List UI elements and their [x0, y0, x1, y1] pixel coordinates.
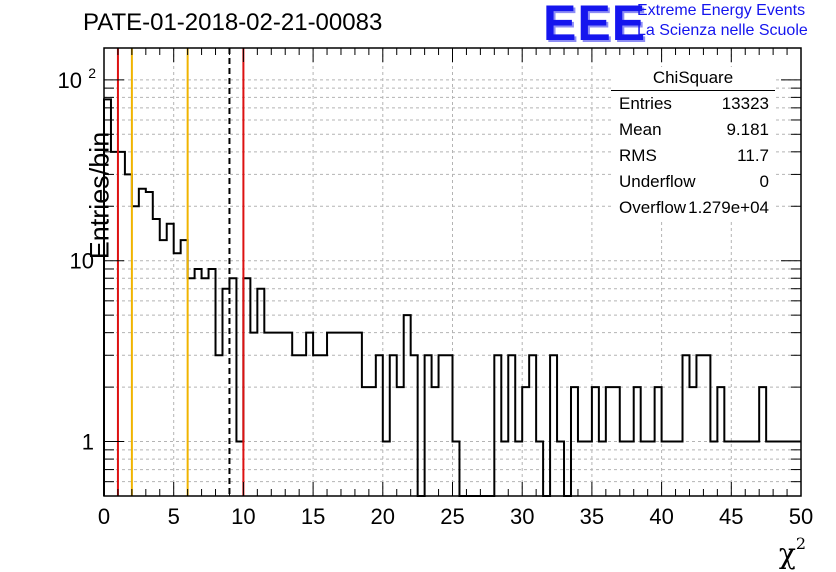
stats-value: 9.181	[726, 120, 769, 139]
stats-title: ChiSquare	[611, 67, 775, 91]
stats-key: Overflow	[619, 198, 687, 217]
stats-key: RMS	[619, 146, 657, 165]
x-tick-label: 10	[231, 504, 255, 529]
x-axis-label: χ2	[779, 534, 806, 570]
x-tick-label: 20	[371, 504, 395, 529]
reference-lines	[116, 48, 245, 496]
axis-ticks	[103, 48, 802, 497]
stats-value: 1.279e+04	[688, 198, 769, 217]
stats-row-underflow: Underflow 0	[611, 169, 775, 195]
stats-row-mean: Mean 9.181	[611, 117, 775, 143]
tick-labels: 0 5 10 15 20 25 30 35 40 45 50 1 10 10 2	[58, 65, 814, 529]
x-tick-label: 35	[580, 504, 604, 529]
stats-key: Underflow	[619, 172, 696, 191]
stats-row-entries: Entries 13323	[611, 91, 775, 117]
x-tick-label: 40	[649, 504, 673, 529]
x-tick-label: 5	[168, 504, 180, 529]
stats-value: 0	[759, 172, 769, 191]
stats-row-rms: RMS 11.7	[611, 143, 775, 169]
x-axis-label-base: χ	[778, 537, 796, 570]
stats-value: 11.7	[737, 146, 769, 165]
y-tick-label: 10	[70, 249, 94, 274]
eee-logo: EEE	[543, 0, 647, 51]
chart-title: PATE-01-2018-02-21-00083	[83, 9, 383, 36]
stats-box: ChiSquare Entries 13323 Mean 9.181 RMS 11.7…	[611, 67, 775, 221]
logo-text-line1: Extreme Energy Events	[637, 2, 806, 19]
logo-text-line2: La Scienza nelle Scuole	[637, 22, 808, 39]
stats-value: 13323	[721, 94, 769, 113]
x-tick-label: 15	[301, 504, 325, 529]
stats-key: Entries	[619, 94, 672, 113]
x-tick-label: 25	[440, 504, 464, 529]
stats-key: Mean	[619, 120, 662, 139]
y-tick-label: 10	[58, 68, 82, 93]
y-tick-label: 1	[82, 430, 94, 455]
histogram-outline	[103, 98, 801, 497]
x-tick-label: 45	[719, 504, 743, 529]
y-axis-label: Entries/bin	[84, 131, 115, 260]
x-tick-label: 0	[98, 504, 110, 529]
x-tick-label: 50	[789, 504, 813, 529]
x-axis-label-sup: 2	[795, 534, 806, 553]
stats-row-overflow: Overflow 1.279e+04	[611, 195, 775, 221]
y-tick-label-exp: 2	[88, 65, 96, 81]
x-tick-label: 30	[510, 504, 534, 529]
